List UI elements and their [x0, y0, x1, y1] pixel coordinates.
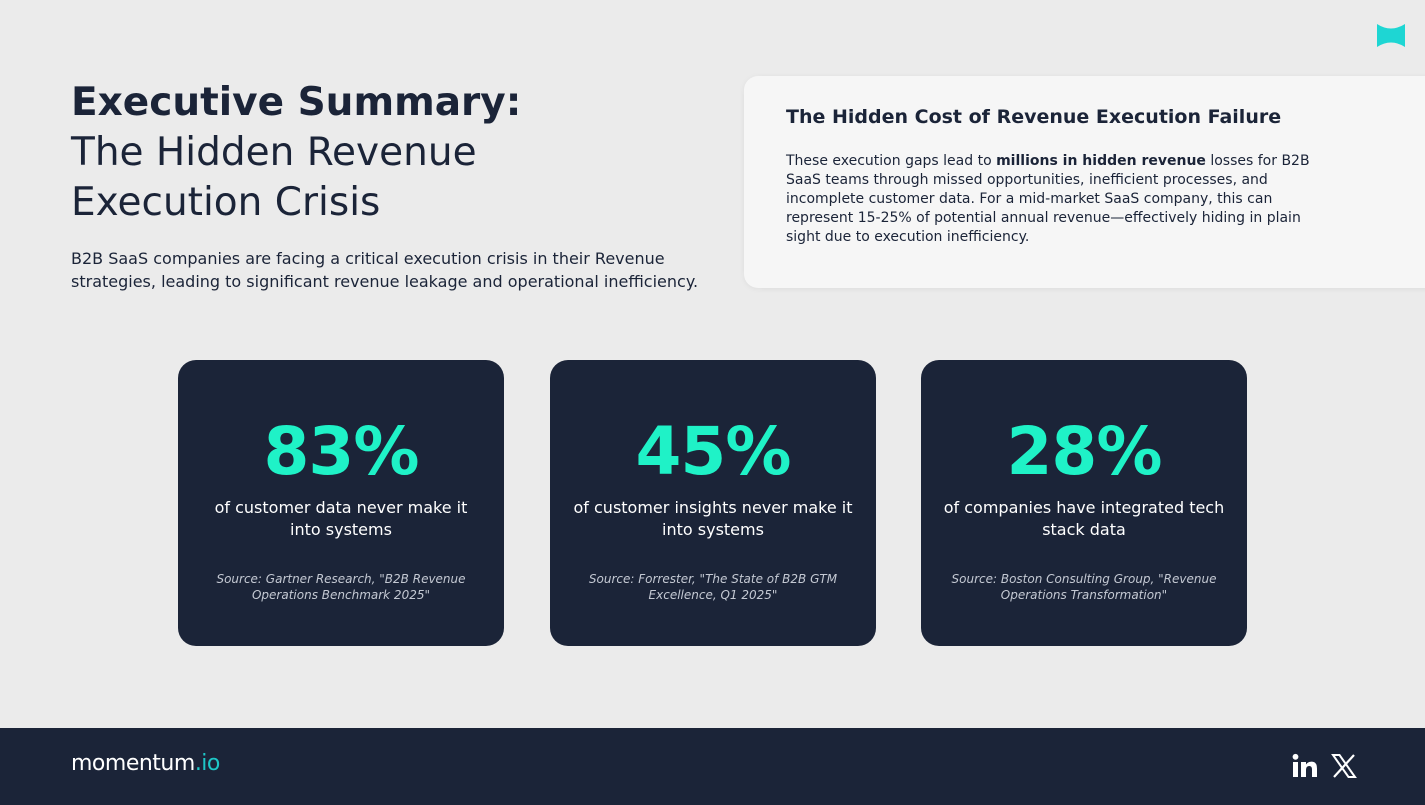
- title-line-2: The Hidden Revenue: [71, 130, 477, 175]
- title-bold-line: Executive Summary:: [71, 80, 522, 125]
- stat-card: 28% of companies have integrated tech st…: [921, 360, 1247, 646]
- linkedin-icon[interactable]: [1292, 753, 1318, 779]
- brand-wordmark: momentum.io: [71, 751, 220, 776]
- stat-source: Source: Boston Consulting Group, "Revenu…: [951, 572, 1217, 602]
- x-icon[interactable]: [1331, 753, 1357, 779]
- stat-card: 45% of customer insights never make it i…: [550, 360, 876, 646]
- stat-label: of customer data never make it into syst…: [214, 498, 468, 539]
- callout-body-end: losses for B2B SaaS teams through missed…: [786, 153, 1310, 245]
- stat-source: Source: Gartner Research, "B2B Revenue O…: [216, 572, 466, 602]
- brand-name: momentum: [71, 751, 195, 776]
- callout-body-bold: millions in hidden revenue: [996, 153, 1206, 169]
- momentum-logo-icon: [1377, 24, 1405, 47]
- intro-paragraph: B2B SaaS companies are facing a critical…: [71, 249, 699, 291]
- brand-tld: .io: [194, 751, 221, 776]
- stat-label: of customer insights never make it into …: [573, 498, 853, 539]
- stat-card: 83% of customer data never make it into …: [178, 360, 504, 646]
- stat-value: 83%: [263, 413, 420, 490]
- title-line-3: Execution Crisis: [71, 180, 381, 225]
- callout-body-start: These execution gaps lead to: [786, 153, 997, 169]
- page-title: Executive Summary: The Hidden Revenue Ex…: [71, 78, 711, 228]
- footer: momentum.io: [0, 728, 1425, 805]
- hidden-cost-callout: The Hidden Cost of Revenue Execution Fai…: [744, 76, 1425, 288]
- stat-source: Source: Forrester, "The State of B2B GTM…: [588, 572, 838, 602]
- callout-body: These execution gaps lead to millions in…: [786, 152, 1334, 247]
- callout-title: The Hidden Cost of Revenue Execution Fai…: [786, 106, 1282, 128]
- stat-label: of companies have integrated tech stack …: [943, 498, 1225, 539]
- stat-value: 28%: [1006, 413, 1163, 490]
- stat-value: 45%: [635, 413, 792, 490]
